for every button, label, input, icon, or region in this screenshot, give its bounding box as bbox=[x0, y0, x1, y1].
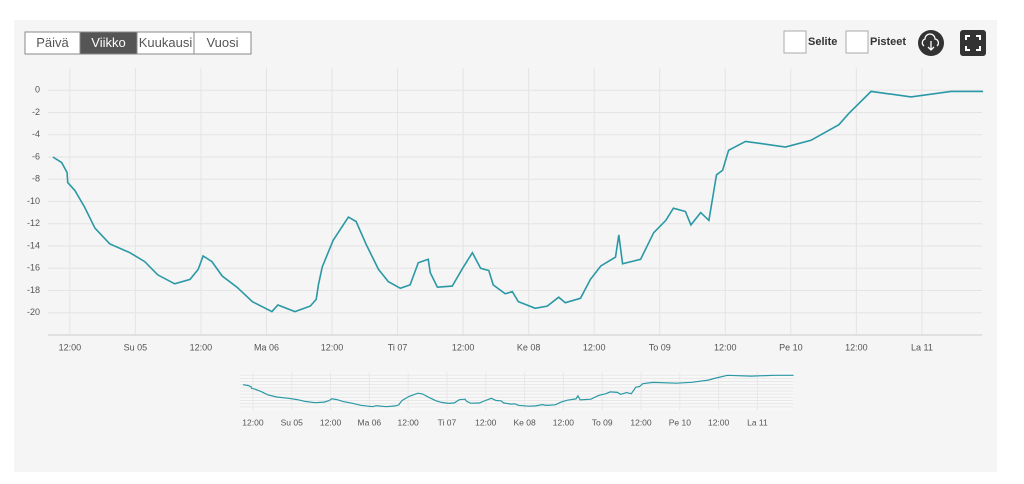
navigator-tick-label: 12:00 bbox=[708, 417, 730, 427]
navigator-tick-label: Ma 06 bbox=[358, 417, 382, 427]
x-tick-label: Pe 10 bbox=[779, 342, 803, 352]
line-series bbox=[52, 90, 984, 313]
y-tick-label: -14 bbox=[27, 240, 40, 250]
range-label: Vuosi bbox=[206, 35, 238, 50]
navigator-tick-label: La 11 bbox=[747, 417, 768, 427]
y-tick-label: -2 bbox=[32, 107, 40, 117]
range-button[interactable] bbox=[193, 31, 252, 55]
navigator-series bbox=[242, 374, 794, 408]
y-tick-label: -16 bbox=[27, 263, 40, 273]
x-tick-label: 12:00 bbox=[845, 342, 868, 352]
navigator-tick-label: Ke 08 bbox=[513, 417, 535, 427]
x-tick-label: 12:00 bbox=[59, 342, 82, 352]
x-tick-label: To 09 bbox=[649, 342, 671, 352]
x-tick-label: 12:00 bbox=[583, 342, 606, 352]
checkbox-label: Selite bbox=[808, 36, 837, 48]
y-tick-label: -4 bbox=[32, 129, 40, 139]
navigator-tick-label: 12:00 bbox=[553, 417, 575, 427]
x-tick-label: 12:00 bbox=[714, 342, 737, 352]
navigator-tick-label: 12:00 bbox=[630, 417, 652, 427]
checkbox[interactable] bbox=[845, 30, 869, 54]
navigator-tick-label: To 09 bbox=[592, 417, 613, 427]
navigator-tick-label: 12:00 bbox=[242, 417, 264, 427]
checkbox-label: Pisteet bbox=[870, 36, 906, 48]
x-tick-label: Ke 08 bbox=[517, 342, 541, 352]
download-icon bbox=[921, 33, 940, 51]
range-label: Viikko bbox=[91, 35, 125, 50]
y-tick-label: -12 bbox=[27, 218, 40, 228]
y-tick-label: -10 bbox=[27, 196, 40, 206]
x-tick-label: Ti 07 bbox=[388, 342, 408, 352]
y-tick-label: -18 bbox=[27, 285, 40, 295]
x-tick-label: 12:00 bbox=[190, 342, 213, 352]
y-tick-label: -20 bbox=[27, 307, 40, 317]
controls: Päivä Viikko Kuukausi Vuosi Selite Pisteet bbox=[24, 30, 906, 55]
navigator-tick-label: Su 05 bbox=[281, 417, 303, 427]
x-tick-label: 12:00 bbox=[452, 342, 475, 352]
x-tick-label: Su 05 bbox=[124, 342, 148, 352]
navigator-tick-label: 12:00 bbox=[475, 417, 497, 427]
navigator-tick-label: Ti 07 bbox=[438, 417, 457, 427]
x-tick-label: 12:00 bbox=[321, 342, 344, 352]
navigator-tick-label: 12:00 bbox=[398, 417, 420, 427]
navigator-tick-label: Pe 10 bbox=[669, 417, 691, 427]
x-tick-label: La 11 bbox=[911, 342, 933, 352]
navigator-tick-label: 12:00 bbox=[320, 417, 342, 427]
range-label: Päivä bbox=[36, 35, 69, 50]
y-tick-label: 0 bbox=[35, 85, 40, 95]
checkbox[interactable] bbox=[783, 30, 807, 54]
fullscreen-button[interactable] bbox=[960, 30, 986, 56]
x-tick-label: Ma 06 bbox=[254, 342, 279, 352]
y-tick-label: -6 bbox=[32, 151, 40, 161]
fullscreen-icon bbox=[965, 35, 981, 51]
y-tick-label: -8 bbox=[32, 174, 40, 184]
range-label: Kuukausi bbox=[139, 35, 193, 50]
